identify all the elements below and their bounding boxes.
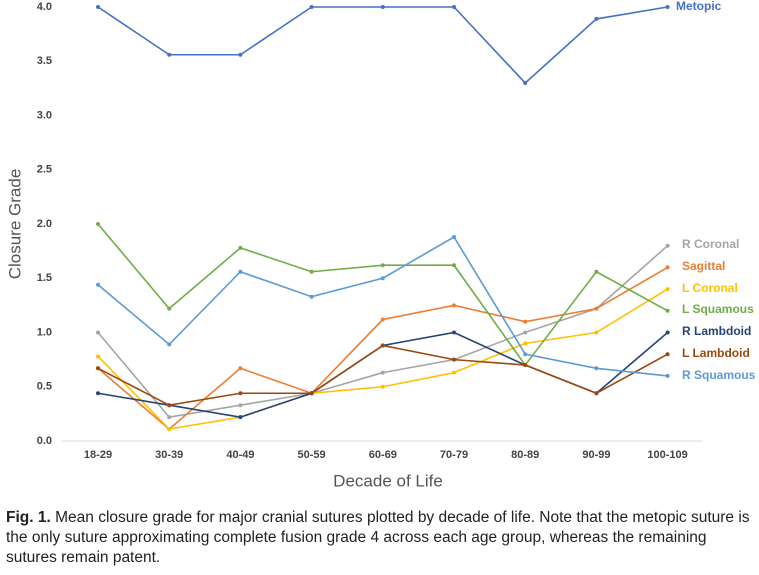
data-point xyxy=(167,415,172,420)
data-point xyxy=(238,366,243,371)
data-point xyxy=(594,330,599,335)
data-point xyxy=(380,276,385,281)
legend-label: R Lambdoid xyxy=(682,324,751,338)
data-point xyxy=(523,363,528,368)
data-point xyxy=(96,222,100,226)
caption: Fig. 1. Mean closure grade for major cra… xyxy=(6,508,754,568)
data-point xyxy=(167,427,172,432)
legend-label: L Squamous xyxy=(682,302,754,316)
series-line xyxy=(97,344,668,407)
data-point xyxy=(167,342,172,347)
legend-label: L Coronal xyxy=(682,281,738,295)
data-point xyxy=(96,366,100,371)
data-point xyxy=(594,366,599,371)
data-point xyxy=(380,263,385,268)
data-point xyxy=(665,352,670,357)
data-point xyxy=(452,303,456,308)
caption-label: Fig. 1. xyxy=(6,509,51,526)
legend-label: R Squamous xyxy=(682,368,756,382)
legend-label: R Coronal xyxy=(682,237,739,251)
chart: Decade of Life Closure Grade 0.0 0.5 1.0 1.… xyxy=(5,0,756,490)
data-point xyxy=(238,403,243,408)
data-point xyxy=(309,5,314,9)
x-tick-label: 80-89 xyxy=(511,449,539,461)
data-point xyxy=(380,343,385,348)
data-point xyxy=(96,391,100,396)
data-point xyxy=(523,319,528,324)
x-tick-label: 90-99 xyxy=(582,449,610,461)
y-axis-title: Closure Grade xyxy=(5,169,24,280)
legend-label: L Lambdoid xyxy=(682,346,750,360)
x-tick-label: 18-29 xyxy=(84,449,112,461)
y-tick-label: 3.5 xyxy=(37,55,52,67)
y-tick-label: 1.5 xyxy=(37,272,52,284)
data-point xyxy=(238,269,243,274)
data-point xyxy=(309,269,314,274)
x-tick-label: 100-109 xyxy=(647,449,687,461)
data-point xyxy=(309,391,314,396)
data-point xyxy=(167,403,172,408)
x-tick-label: 60-69 xyxy=(369,449,397,461)
data-point xyxy=(238,415,243,420)
y-tick-label: 3.0 xyxy=(37,109,52,121)
data-point xyxy=(452,235,456,240)
data-point xyxy=(523,80,528,85)
data-point xyxy=(380,5,385,9)
data-point xyxy=(665,373,670,378)
data-point xyxy=(96,282,100,287)
data-point xyxy=(452,370,456,375)
x-tick-label: 70-79 xyxy=(440,449,468,461)
data-point xyxy=(96,330,100,335)
data-point xyxy=(594,269,599,274)
x-tick-label: 30-39 xyxy=(155,449,183,461)
data-point xyxy=(523,341,528,346)
y-tick-label: 2.5 xyxy=(37,164,52,176)
data-point xyxy=(380,370,385,375)
series-line xyxy=(97,245,669,418)
data-point xyxy=(96,354,100,359)
caption-text: Mean closure grade for major cranial sut… xyxy=(6,509,750,566)
data-point xyxy=(238,245,243,250)
series-line xyxy=(97,6,668,85)
data-point xyxy=(380,317,385,322)
y-tick-label: 4.0 xyxy=(37,1,52,13)
legend-label: Metopic xyxy=(676,0,722,13)
x-tick-label: 40-49 xyxy=(226,449,254,461)
data-point xyxy=(665,330,670,335)
data-point xyxy=(665,243,670,248)
data-point xyxy=(309,294,314,299)
series-line xyxy=(97,235,668,377)
data-point xyxy=(452,357,456,362)
legend-label: Sagittal xyxy=(682,259,725,273)
data-point xyxy=(665,287,670,292)
data-point xyxy=(665,265,670,270)
data-point xyxy=(452,5,456,9)
data-point xyxy=(238,52,243,57)
data-point xyxy=(167,52,172,57)
data-point xyxy=(238,391,243,396)
data-point xyxy=(665,308,670,313)
data-point xyxy=(594,391,599,396)
data-point xyxy=(594,306,599,311)
y-tick-label: 2.0 xyxy=(37,218,52,230)
data-point xyxy=(594,16,599,21)
data-point xyxy=(452,330,456,335)
x-tick-label: 50-59 xyxy=(298,449,326,461)
y-tick-label: 0.0 xyxy=(37,435,52,447)
y-tick-label: 0.5 xyxy=(37,381,52,393)
data-point xyxy=(452,263,456,268)
y-tick-label: 1.0 xyxy=(37,326,52,338)
data-point xyxy=(523,352,528,357)
data-point xyxy=(665,5,670,9)
data-point xyxy=(523,330,528,335)
data-point xyxy=(380,384,385,389)
data-point xyxy=(96,5,100,9)
x-axis-title: Decade of Life xyxy=(333,471,443,490)
data-point xyxy=(167,306,172,311)
